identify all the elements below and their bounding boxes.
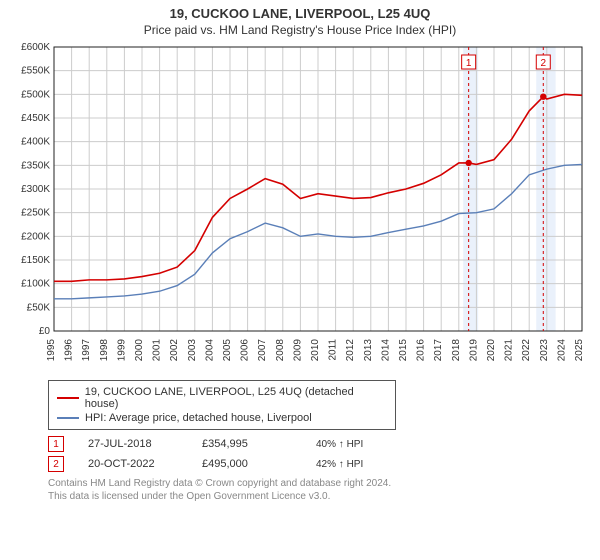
svg-text:2006: 2006 xyxy=(240,339,251,362)
sale-row: 1 27-JUL-2018 £354,995 40% ↑ HPI xyxy=(48,434,590,454)
svg-text:2005: 2005 xyxy=(222,339,233,362)
svg-text:2014: 2014 xyxy=(380,339,391,362)
footer-line: Contains HM Land Registry data © Crown c… xyxy=(48,478,590,491)
svg-text:£150K: £150K xyxy=(21,255,50,266)
page-title: 19, CUCKOO LANE, LIVERPOOL, L25 4UQ xyxy=(10,6,590,21)
sale-delta: 40% ↑ HPI xyxy=(316,439,406,450)
footer-line: This data is licensed under the Open Gov… xyxy=(48,491,590,504)
svg-text:1996: 1996 xyxy=(64,339,75,362)
svg-text:2017: 2017 xyxy=(433,339,444,362)
svg-text:1999: 1999 xyxy=(116,339,127,362)
svg-text:£350K: £350K xyxy=(21,160,50,171)
legend-label: 19, CUCKOO LANE, LIVERPOOL, L25 4UQ (det… xyxy=(85,386,387,410)
svg-text:1: 1 xyxy=(466,58,472,69)
sale-date: 27-JUL-2018 xyxy=(88,438,178,450)
legend-swatch xyxy=(57,397,79,399)
svg-text:1997: 1997 xyxy=(81,339,92,362)
chart-svg: £0 £50K £100K £150K £200K £250K £300K £350K £400… xyxy=(10,41,586,371)
svg-text:1998: 1998 xyxy=(99,339,110,362)
svg-text:2023: 2023 xyxy=(539,339,550,362)
svg-text:2008: 2008 xyxy=(275,339,286,362)
svg-text:2003: 2003 xyxy=(187,339,198,362)
svg-text:£550K: £550K xyxy=(21,66,50,77)
svg-text:2011: 2011 xyxy=(328,339,339,361)
svg-text:2020: 2020 xyxy=(486,339,497,362)
svg-text:2007: 2007 xyxy=(257,339,268,362)
svg-text:2009: 2009 xyxy=(292,339,303,362)
sale-delta: 42% ↑ HPI xyxy=(316,459,406,470)
svg-text:£50K: £50K xyxy=(27,302,51,313)
price-chart: £0 £50K £100K £150K £200K £250K £300K £350K £400… xyxy=(10,41,590,374)
svg-text:2025: 2025 xyxy=(574,339,585,362)
svg-text:2021: 2021 xyxy=(504,339,515,362)
svg-text:2015: 2015 xyxy=(398,339,409,362)
svg-text:£400K: £400K xyxy=(21,137,50,148)
svg-text:£300K: £300K xyxy=(21,184,50,195)
footer-text: Contains HM Land Registry data © Crown c… xyxy=(48,478,590,503)
svg-text:2012: 2012 xyxy=(345,339,356,362)
legend-label: HPI: Average price, detached house, Live… xyxy=(85,412,312,424)
svg-text:£250K: £250K xyxy=(21,208,50,219)
svg-text:2001: 2001 xyxy=(152,339,163,362)
svg-text:£450K: £450K xyxy=(21,113,50,124)
legend-swatch xyxy=(57,417,79,419)
sale-date: 20-OCT-2022 xyxy=(88,458,178,470)
svg-text:£200K: £200K xyxy=(21,231,50,242)
marker-number-box: 1 xyxy=(48,436,64,452)
sales-table: 1 27-JUL-2018 £354,995 40% ↑ HPI 2 20-OC… xyxy=(48,434,590,474)
svg-text:2002: 2002 xyxy=(169,339,180,362)
svg-text:1995: 1995 xyxy=(46,339,57,362)
svg-text:2010: 2010 xyxy=(310,339,321,362)
svg-text:2000: 2000 xyxy=(134,339,145,362)
svg-text:2024: 2024 xyxy=(556,339,567,362)
svg-text:2018: 2018 xyxy=(451,339,462,362)
sale-row: 2 20-OCT-2022 £495,000 42% ↑ HPI xyxy=(48,454,590,474)
svg-text:2016: 2016 xyxy=(416,339,427,362)
sale-price: £354,995 xyxy=(202,438,292,450)
legend-row: 19, CUCKOO LANE, LIVERPOOL, L25 4UQ (det… xyxy=(57,385,387,411)
legend-row: HPI: Average price, detached house, Live… xyxy=(57,411,387,425)
legend-box: 19, CUCKOO LANE, LIVERPOOL, L25 4UQ (det… xyxy=(48,380,396,430)
sale-price: £495,000 xyxy=(202,458,292,470)
svg-text:2004: 2004 xyxy=(204,339,215,362)
marker-number-box: 2 xyxy=(48,456,64,472)
svg-text:£500K: £500K xyxy=(21,89,50,100)
svg-text:2013: 2013 xyxy=(363,339,374,362)
svg-text:2: 2 xyxy=(540,58,546,69)
svg-text:£0: £0 xyxy=(39,326,51,337)
svg-text:2022: 2022 xyxy=(521,339,532,362)
svg-text:£100K: £100K xyxy=(21,279,50,290)
svg-text:2019: 2019 xyxy=(468,339,479,362)
page-subtitle: Price paid vs. HM Land Registry's House … xyxy=(10,23,590,37)
svg-text:£600K: £600K xyxy=(21,42,50,53)
